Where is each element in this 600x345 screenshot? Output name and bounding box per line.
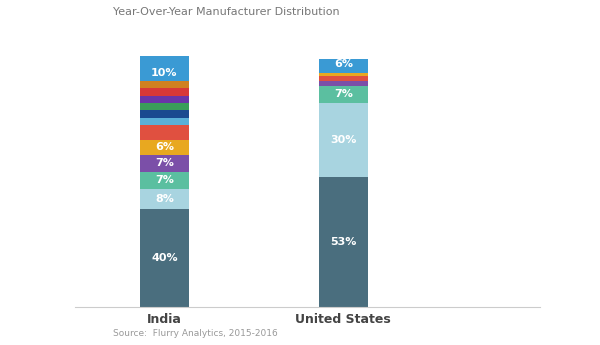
- Bar: [140, 110, 189, 118]
- Text: 6%: 6%: [155, 142, 174, 152]
- Bar: [140, 140, 189, 155]
- Bar: [140, 189, 189, 209]
- Text: 7%: 7%: [334, 89, 353, 99]
- Text: Year-Over-Year Manufacturer Distribution: Year-Over-Year Manufacturer Distribution: [113, 7, 340, 17]
- Bar: [140, 88, 189, 96]
- Bar: [319, 177, 368, 307]
- Bar: [319, 86, 368, 103]
- Bar: [319, 81, 368, 86]
- Text: 6%: 6%: [334, 59, 353, 69]
- Bar: [319, 103, 368, 177]
- Bar: [319, 73, 368, 76]
- Text: 7%: 7%: [155, 175, 174, 185]
- Bar: [140, 56, 189, 81]
- Bar: [319, 76, 368, 81]
- Bar: [140, 81, 189, 88]
- Bar: [140, 96, 189, 103]
- Bar: [319, 59, 368, 73]
- Bar: [140, 209, 189, 307]
- Text: 7%: 7%: [155, 158, 174, 168]
- Bar: [140, 125, 189, 140]
- Text: 30%: 30%: [330, 135, 356, 145]
- Text: 40%: 40%: [151, 253, 178, 263]
- Bar: [140, 103, 189, 110]
- Text: 8%: 8%: [155, 194, 174, 204]
- Bar: [140, 172, 189, 189]
- Text: Source:  Flurry Analytics, 2015-2016: Source: Flurry Analytics, 2015-2016: [113, 329, 278, 338]
- Bar: [140, 155, 189, 172]
- Text: 10%: 10%: [151, 68, 178, 78]
- Text: 53%: 53%: [330, 237, 356, 247]
- Bar: [140, 118, 189, 125]
